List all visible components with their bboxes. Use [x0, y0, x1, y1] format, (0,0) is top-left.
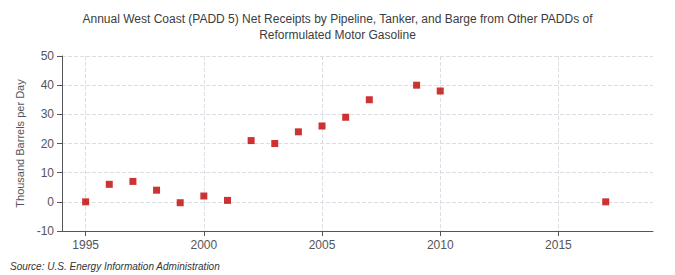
svg-text:-10: -10 — [37, 224, 55, 238]
svg-text:Thousand Barrels per Day: Thousand Barrels per Day — [14, 79, 26, 208]
svg-text:2015: 2015 — [545, 238, 572, 252]
svg-text:2010: 2010 — [427, 238, 454, 252]
svg-text:0: 0 — [47, 195, 54, 209]
svg-text:Source: U.S. Energy Informatio: Source: U.S. Energy Information Administ… — [10, 261, 220, 272]
svg-text:Reformulated Motor Gasoline: Reformulated Motor Gasoline — [259, 28, 416, 42]
svg-text:1995: 1995 — [72, 238, 99, 252]
svg-text:50: 50 — [41, 49, 55, 63]
svg-text:2005: 2005 — [309, 238, 336, 252]
svg-text:Annual West Coast (PADD 5) Net: Annual West Coast (PADD 5) Net Receipts … — [82, 12, 593, 26]
svg-text:2000: 2000 — [190, 238, 217, 252]
svg-text:40: 40 — [41, 78, 55, 92]
svg-text:10: 10 — [41, 166, 55, 180]
svg-text:20: 20 — [41, 137, 55, 151]
svg-text:30: 30 — [41, 107, 55, 121]
